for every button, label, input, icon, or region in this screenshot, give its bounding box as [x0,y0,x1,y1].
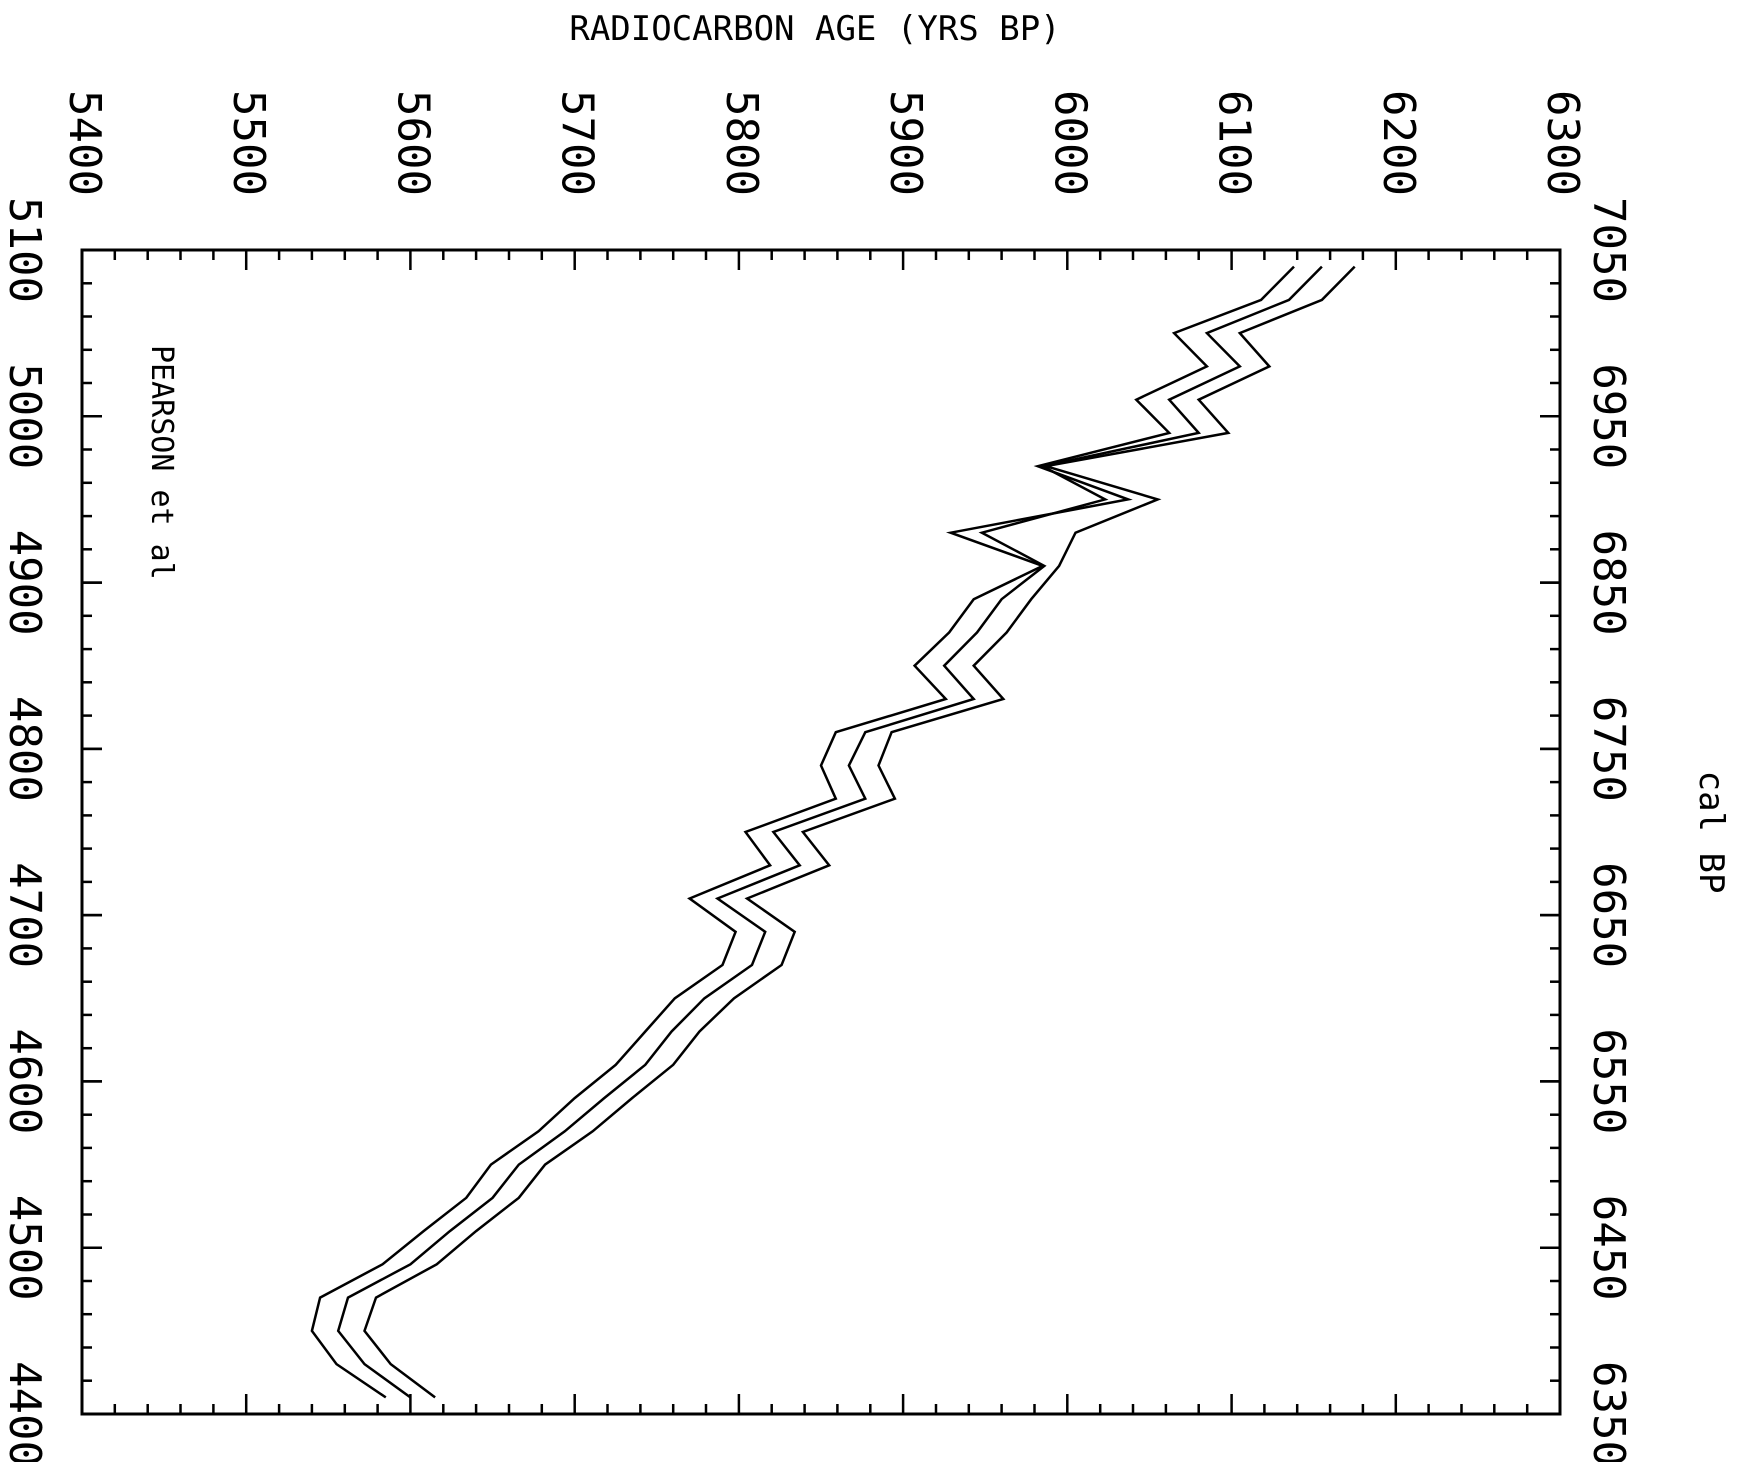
y-tick-label: 6650 [1583,862,1634,968]
y-tick-label: 6750 [1583,696,1634,802]
y-tick-label: 6350 [1583,1361,1634,1462]
y-axis-title: cal BP [1691,771,1731,894]
x-axis-title: RADIOCARBON AGE (YRS BP) [569,9,1060,49]
y-tick-label-secondary: 4500 [0,1195,50,1301]
y-tick-label-secondary: 4700 [0,862,50,968]
x-tick-label: 5900 [880,90,931,196]
y-tick-label: 6950 [1583,363,1634,469]
x-tick-label: 6200 [1373,90,1424,196]
annotation-pearson: PEARSON et al [144,345,179,580]
y-tick-label: 7050 [1583,197,1634,303]
y-tick-label-secondary: 5100 [0,197,50,303]
plot-area [310,265,1356,1399]
x-tick-label: 6100 [1209,90,1260,196]
x-tick-label: 5700 [552,90,603,196]
x-tick-label: 5500 [223,90,274,196]
y-tick-label-secondary: 4400 [0,1361,50,1462]
y-tick-label: 6450 [1583,1195,1634,1301]
y-tick-label: 6850 [1583,530,1634,636]
y-tick-label-secondary: 5000 [0,363,50,469]
x-tick-label: 6300 [1537,90,1588,196]
series-line-3 [363,265,1356,1399]
ticks [80,248,1562,1416]
series-line-2 [336,265,1323,1399]
y-tick-label-secondary: 4900 [0,530,50,636]
plot-frame [80,248,1562,1416]
series-line-1 [310,265,1295,1399]
y-tick-label-secondary: 4600 [0,1028,50,1134]
x-tick-label: 5400 [59,90,110,196]
tick-labels: 5400 5500 5600 5700 5800 5900 6000 6100 6200 6300… [0,90,1634,1462]
y-tick-label-secondary: 4800 [0,696,50,802]
x-tick-label: 6000 [1044,90,1095,196]
x-tick-label: 5800 [716,90,767,196]
x-tick-label: 5600 [387,90,438,196]
y-tick-label: 6550 [1583,1028,1634,1134]
